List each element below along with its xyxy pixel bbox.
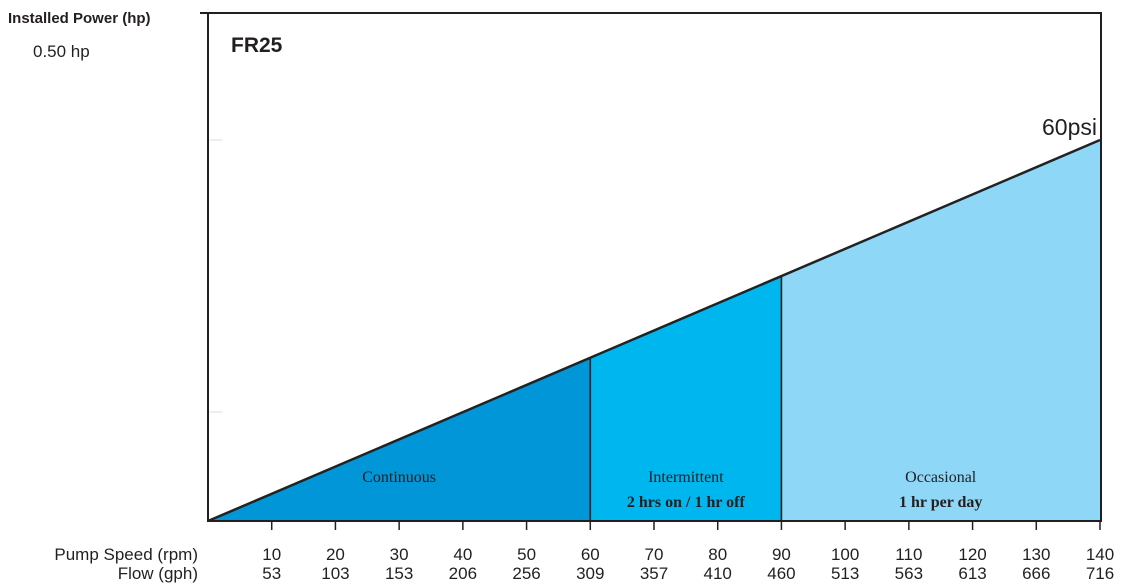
flow-tick-label: 666 [1022,564,1050,583]
speed-tick-label: 30 [390,545,409,564]
speed-tick-label: 90 [772,545,791,564]
flow-tick-label: 716 [1086,564,1114,583]
speed-tick-label: 80 [708,545,727,564]
flow-tick-label: 613 [958,564,986,583]
flow-tick-label: 563 [895,564,923,583]
flow-tick-label: 206 [449,564,477,583]
region-detail: 1 hr per day [899,494,982,511]
speed-tick-label: 120 [958,545,986,564]
flow-tick-label: 460 [767,564,795,583]
flow-tick-label: 256 [512,564,540,583]
flow-tick-label: 357 [640,564,668,583]
region-label: Occasional [905,469,977,486]
flow-tick-label: 103 [321,564,349,583]
y-axis-label: Installed Power (hp) [8,10,151,27]
region-labels: Continuous Intermittent 2 hrs on / 1 hr of… [362,469,982,511]
flow-tick-label: 513 [831,564,859,583]
curve-label: 60psi [1042,114,1097,140]
region-occasional [781,140,1100,521]
speed-tick-label: 100 [831,545,859,564]
speed-tick-label: 10 [262,545,281,564]
speed-tick-label: 60 [581,545,600,564]
region-label: Continuous [362,469,436,486]
region-dividers [589,276,783,521]
speed-tick-label: 70 [645,545,664,564]
flow-tick-label: 410 [704,564,732,583]
speed-tick-label: 110 [895,545,922,564]
flow-tick-label: 153 [385,564,413,583]
y-tick-label: 0.50 hp [33,42,90,61]
speed-row-label: Pump Speed (rpm) [54,545,198,564]
chart-title: FR25 [231,34,283,57]
speed-tick-label: 20 [326,545,345,564]
speed-tick-label: 140 [1086,545,1114,564]
speed-tick-label: 50 [517,545,536,564]
power-curve-line [207,138,1101,523]
region-label: Intermittent [648,469,724,486]
flow-tick-label: 53 [262,564,281,583]
flow-row-label: Flow (gph) [118,564,198,583]
speed-tick-label: 40 [453,545,472,564]
flow-tick-label: 309 [576,564,604,583]
speed-tick-label: 130 [1022,545,1050,564]
region-detail: 2 hrs on / 1 hr off [627,494,746,511]
